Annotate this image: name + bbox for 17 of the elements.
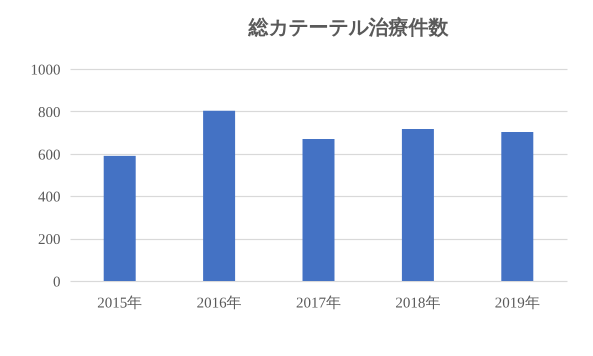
x-tick-label: 2017年 <box>296 294 341 312</box>
bar <box>501 132 534 281</box>
x-tick-label: 2016年 <box>196 294 242 312</box>
y-tick-label: 600 <box>38 147 60 164</box>
y-tick-label: 200 <box>38 232 60 248</box>
bar <box>402 128 434 281</box>
chart-title: 総カテーテル治療件数 <box>248 15 450 39</box>
x-tick-label: 2015年 <box>97 294 142 312</box>
bar <box>203 110 236 281</box>
x-tick-label: 2018年 <box>395 294 440 312</box>
y-tick-label: 0 <box>53 274 60 290</box>
bar <box>302 138 334 281</box>
y-tick-label: 1000 <box>30 62 60 78</box>
bar <box>104 156 136 281</box>
y-tick-label: 400 <box>38 190 60 206</box>
y-tick-label: 800 <box>38 104 60 121</box>
x-tick-label: 2019年 <box>494 294 540 312</box>
